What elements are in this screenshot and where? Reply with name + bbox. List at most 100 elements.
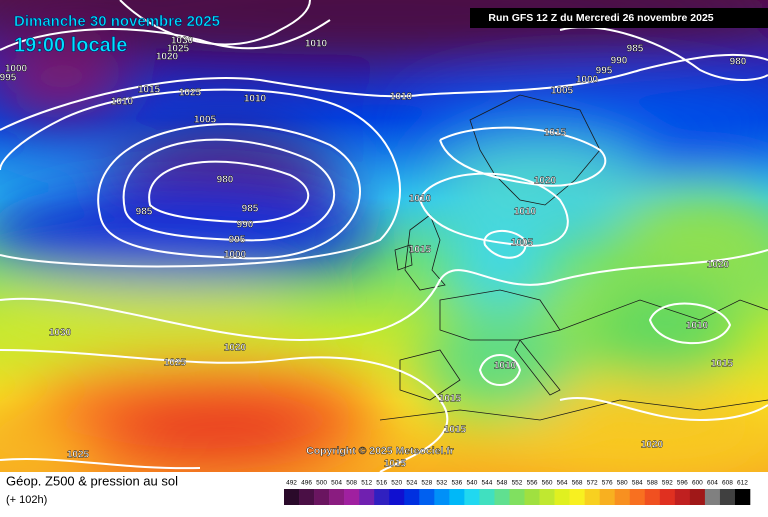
legend-label: 516 bbox=[376, 480, 387, 487]
isobar-label: 1010 bbox=[514, 207, 537, 218]
isobar-label: 1005 bbox=[551, 86, 574, 97]
legend-label: 568 bbox=[572, 480, 583, 487]
legend-label: 608 bbox=[722, 480, 733, 487]
legend-swatch bbox=[284, 489, 300, 505]
legend-swatch bbox=[689, 489, 706, 505]
legend-swatch bbox=[299, 489, 315, 505]
legend-swatch bbox=[404, 489, 420, 505]
isobar-label: 1005 bbox=[194, 115, 217, 126]
legend-label: 520 bbox=[391, 480, 402, 487]
legend-swatch bbox=[344, 489, 360, 505]
legend-label: 548 bbox=[497, 480, 508, 487]
isobar-label: 1025 bbox=[67, 450, 90, 461]
legend-label: 508 bbox=[346, 480, 357, 487]
isobar-label: 1010 bbox=[305, 39, 328, 50]
legend-swatch bbox=[539, 489, 555, 505]
isobar-label: 1000 bbox=[576, 75, 599, 86]
legend-label: 540 bbox=[466, 480, 477, 487]
isobars bbox=[0, 0, 768, 472]
legend-label: 584 bbox=[632, 480, 643, 487]
legend-swatch bbox=[734, 489, 751, 505]
legend-label: 500 bbox=[316, 480, 327, 487]
legend-swatch bbox=[509, 489, 525, 505]
legend-swatch bbox=[494, 489, 510, 505]
isobar-label: 1010 bbox=[686, 321, 709, 332]
legend-swatch bbox=[569, 489, 585, 505]
isobar-label: 1030 bbox=[49, 328, 72, 339]
legend-label: 544 bbox=[482, 480, 493, 487]
isobar-label: 1010 bbox=[409, 194, 432, 205]
legend-label: 560 bbox=[542, 480, 553, 487]
isobar-label: 980 bbox=[217, 175, 234, 186]
isobar-label: 995 bbox=[596, 66, 613, 77]
isobar-label: 985 bbox=[627, 44, 644, 55]
legend-swatch bbox=[434, 489, 450, 505]
legend-label: 532 bbox=[436, 480, 447, 487]
isobar-label: 1020 bbox=[707, 260, 730, 271]
legend-label: 600 bbox=[692, 480, 703, 487]
legend-label: 524 bbox=[406, 480, 417, 487]
isobar-label: 1005 bbox=[511, 238, 534, 249]
footer: Géop. Z500 & pression au sol (+ 102h) 49… bbox=[0, 472, 768, 512]
forecast-time: 19:00 locale bbox=[14, 34, 127, 56]
isobar-label: 1015 bbox=[138, 85, 161, 96]
legend-label: 588 bbox=[647, 480, 658, 487]
isobar-label: 1000 bbox=[5, 64, 28, 75]
legend-swatch bbox=[374, 489, 390, 505]
color-legend: 492 496 500 504 508 512 516 520 524 528 532 536 540 5… bbox=[284, 480, 751, 505]
legend-label: 564 bbox=[557, 480, 568, 487]
run-box bbox=[470, 8, 768, 28]
isobar-label: 1010 bbox=[244, 94, 267, 105]
isobar-label: 985 bbox=[242, 204, 259, 215]
legend-label: 552 bbox=[512, 480, 523, 487]
legend-swatch bbox=[584, 489, 600, 505]
legend-swatch bbox=[329, 489, 345, 505]
isobar-label: 1015 bbox=[711, 359, 734, 370]
legend-swatch bbox=[524, 489, 540, 505]
isobar-label: 1025 bbox=[164, 358, 187, 369]
isobar-label: 1000 bbox=[224, 250, 247, 261]
legend-label: 576 bbox=[602, 480, 613, 487]
isobar-label: 990 bbox=[237, 220, 254, 231]
isobar-label: 1015 bbox=[409, 245, 432, 256]
legend-label: 512 bbox=[361, 480, 372, 487]
isobar-label: 1020 bbox=[534, 176, 557, 187]
isobar-label: 1010 bbox=[111, 97, 134, 108]
isobar-label: 1015 bbox=[444, 425, 467, 436]
legend-swatch bbox=[449, 489, 465, 505]
run-info: Run GFS 12 Z du Mercredi 26 novembre 202… bbox=[488, 12, 713, 24]
isobar-label: 1010 bbox=[494, 361, 517, 372]
isobar-label: 1025 bbox=[167, 44, 190, 55]
legend-swatch bbox=[659, 489, 676, 505]
isobar-label: 1015 bbox=[384, 459, 407, 470]
isobar-label: 990 bbox=[611, 56, 628, 67]
legend-label: 580 bbox=[617, 480, 628, 487]
legend-swatch bbox=[314, 489, 330, 505]
legend-label: 604 bbox=[707, 480, 718, 487]
geopotential-field bbox=[0, 0, 768, 480]
legend-swatch bbox=[614, 489, 631, 505]
header: Dimanche 30 novembre 2025 19:00 locale R… bbox=[14, 8, 768, 57]
legend-swatch bbox=[479, 489, 495, 505]
legend-label: 492 bbox=[286, 480, 297, 487]
legend-swatch bbox=[419, 489, 435, 505]
isobar-label: 1020 bbox=[224, 343, 247, 354]
isobar-label: 1025 bbox=[179, 88, 202, 99]
legend-swatch bbox=[644, 489, 661, 505]
isobar-label: 995 bbox=[0, 73, 17, 84]
isobar-label: 995 bbox=[229, 235, 246, 246]
legend-label: 596 bbox=[677, 480, 688, 487]
isobar-label: 980 bbox=[730, 57, 747, 68]
legend-label: 504 bbox=[331, 480, 342, 487]
legend-label: 572 bbox=[587, 480, 598, 487]
legend-swatch bbox=[719, 489, 736, 505]
isobar-label: 985 bbox=[136, 207, 153, 218]
legend-label: 528 bbox=[421, 480, 432, 487]
legend-swatch bbox=[599, 489, 616, 505]
legend-swatch bbox=[554, 489, 570, 505]
forecast-date: Dimanche 30 novembre 2025 bbox=[14, 13, 220, 30]
isobar-label: 1020 bbox=[156, 52, 179, 63]
isobar-label: 1015 bbox=[439, 394, 462, 405]
